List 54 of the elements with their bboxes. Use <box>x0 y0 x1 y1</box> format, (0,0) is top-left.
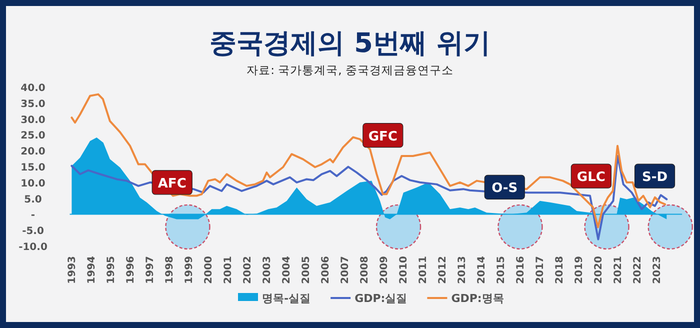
y-tick-label: - <box>30 210 36 222</box>
x-tick-label: 2022 <box>632 256 644 284</box>
x-tick-label: 2009 <box>379 256 390 284</box>
x-tick-label: 2014 <box>476 256 488 284</box>
y-tick-label: 10.0 <box>20 178 46 190</box>
x-tick-label: 2010 <box>398 256 410 284</box>
y-tick-label: 5.0 <box>24 194 42 206</box>
x-tick-label: 2008 <box>360 256 371 284</box>
x-tick-label: 1995 <box>106 256 118 284</box>
x-tick-label: 2002 <box>242 256 254 284</box>
x-tick-label: 2003 <box>262 256 274 284</box>
y-tick-label: 20.0 <box>20 146 46 158</box>
y-tick-label: 25.0 <box>20 130 46 142</box>
x-tick-label: 1998 <box>164 256 176 284</box>
legend-label: GDP:명목 <box>451 292 504 305</box>
line-series <box>70 93 666 228</box>
x-tick-label: 1997 <box>145 256 156 284</box>
legend-label: GDP:실질 <box>354 292 408 305</box>
x-tick-label: 2018 <box>554 256 566 284</box>
chart-subtitle: 자료: 국가통계국, 중국경제금융연구소 <box>246 63 454 77</box>
x-tick-label: 2016 <box>516 256 527 284</box>
x-tick-label: 2021 <box>613 256 624 284</box>
y-tick-label: 15.0 <box>20 162 46 174</box>
annotation: S-D <box>642 170 668 186</box>
annotation: GLC <box>576 170 606 186</box>
x-tick-label: 2019 <box>574 256 586 284</box>
annotation: AFC <box>158 176 186 192</box>
x-tick-label: 1993 <box>67 256 78 284</box>
y-tick-label: 35.0 <box>20 98 46 110</box>
x-tick-label: 2006 <box>320 256 332 284</box>
x-tick-label: 2000 <box>204 256 215 284</box>
x-tick-label: 2015 <box>496 256 508 284</box>
annotation: O-S <box>492 181 518 196</box>
x-tick-label: 2004 <box>282 256 293 284</box>
chart-title: 중국경제의 5번째 위기 <box>210 28 490 59</box>
y-tick-label: -5.0 <box>22 226 44 238</box>
x-tick-label: 2005 <box>301 256 312 284</box>
annotation: GFC <box>368 129 398 144</box>
line-series <box>70 155 668 240</box>
x-tick-label: 2017 <box>535 256 546 284</box>
x-tick-label: 2007 <box>340 256 352 284</box>
x-tick-label: 2012 <box>438 256 449 284</box>
x-tick-label: 1996 <box>126 256 137 284</box>
legend-label: 명목-실질 <box>262 292 311 305</box>
x-tick-label: 2013 <box>457 256 468 284</box>
y-tick-label: 30.0 <box>20 114 46 126</box>
y-tick-label: -10.0 <box>18 242 48 253</box>
x-tick-label: 2023 <box>652 256 664 284</box>
x-tick-label: 1994 <box>86 256 98 284</box>
x-tick-label: 2011 <box>418 256 430 284</box>
x-tick-label: 2020 <box>594 256 605 284</box>
x-tick-label: 2001 <box>223 256 234 284</box>
x-tick-label: 1999 <box>184 256 196 284</box>
y-tick-label: 40.0 <box>20 83 46 94</box>
